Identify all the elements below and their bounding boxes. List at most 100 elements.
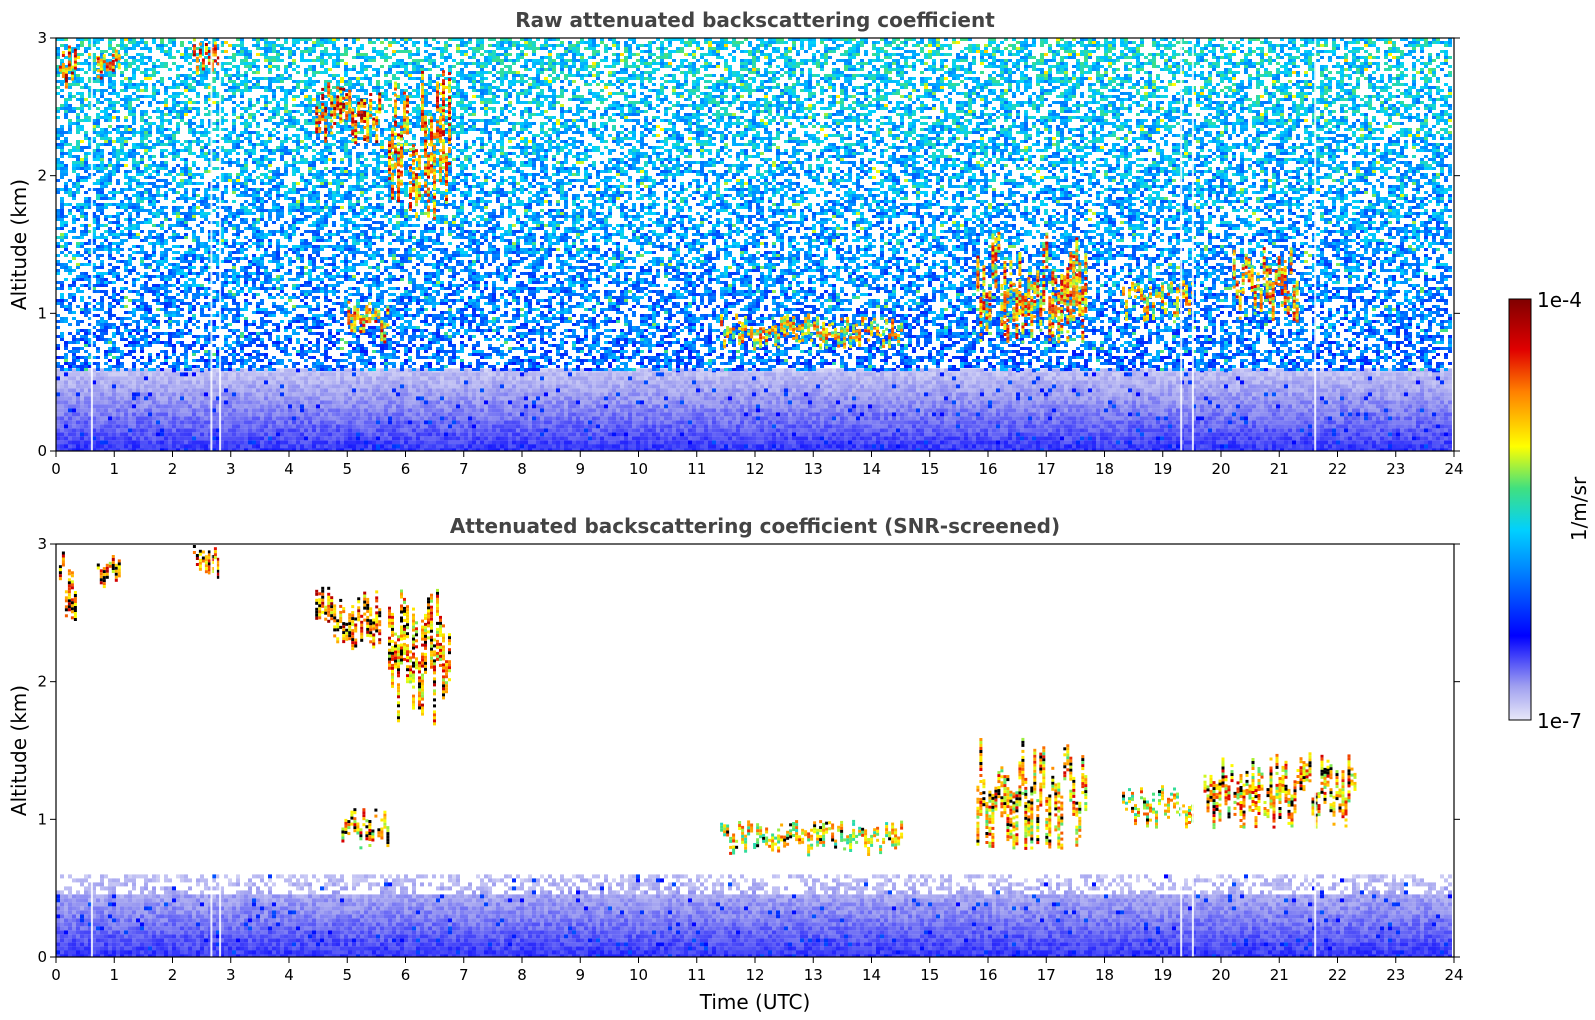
boundary-layer-cell bbox=[576, 372, 580, 376]
boundary-layer-cell bbox=[1220, 400, 1224, 404]
boundary-layer-cell bbox=[1008, 380, 1012, 384]
boundary-layer-cell bbox=[760, 392, 764, 396]
boundary-layer-cell bbox=[732, 400, 736, 404]
boundary-layer-cell bbox=[232, 392, 236, 396]
boundary-layer-cell bbox=[908, 404, 912, 408]
boundary-layer-cell bbox=[756, 380, 760, 384]
boundary-layer-cell bbox=[1144, 388, 1148, 392]
boundary-layer-cell bbox=[1008, 376, 1012, 380]
boundary-layer-cell bbox=[1328, 388, 1332, 392]
boundary-layer-cell bbox=[568, 396, 572, 400]
boundary-layer-cell bbox=[232, 380, 236, 384]
boundary-layer-cell bbox=[348, 400, 352, 404]
boundary-layer-cell bbox=[148, 400, 152, 404]
boundary-layer-cell bbox=[1176, 392, 1180, 396]
boundary-layer-cell bbox=[68, 376, 72, 380]
boundary-layer-cell bbox=[784, 372, 788, 376]
boundary-layer-cell bbox=[944, 392, 948, 396]
boundary-layer-cell bbox=[712, 380, 716, 384]
boundary-layer-cell bbox=[1332, 380, 1336, 384]
boundary-layer-cell bbox=[184, 384, 188, 388]
boundary-layer-cell bbox=[1284, 396, 1288, 400]
boundary-layer-cell bbox=[604, 380, 608, 384]
boundary-layer-cell bbox=[72, 400, 76, 404]
boundary-layer-cell bbox=[268, 380, 272, 384]
boundary-layer-cell bbox=[332, 384, 336, 388]
boundary-layer-cell bbox=[172, 392, 176, 396]
boundary-layer-cell bbox=[240, 384, 244, 388]
boundary-layer-cell bbox=[376, 392, 380, 396]
boundary-layer-cell bbox=[524, 400, 528, 404]
boundary-layer-cell bbox=[620, 388, 624, 392]
boundary-layer-cell bbox=[232, 376, 236, 380]
boundary-layer-cell bbox=[492, 384, 496, 388]
boundary-layer-cell bbox=[116, 388, 120, 392]
boundary-layer-cell bbox=[656, 388, 660, 392]
boundary-layer-cell bbox=[152, 396, 156, 400]
boundary-layer-cell bbox=[564, 396, 568, 400]
boundary-layer-cell bbox=[600, 372, 604, 376]
boundary-layer-cell bbox=[300, 368, 304, 372]
boundary-layer-cell bbox=[148, 396, 152, 400]
boundary-layer-cell bbox=[500, 404, 504, 408]
boundary-layer-cell bbox=[716, 388, 720, 392]
boundary-layer-cell bbox=[744, 392, 748, 396]
boundary-layer-cell bbox=[892, 388, 896, 392]
boundary-layer-cell bbox=[620, 380, 624, 384]
boundary-layer-cell bbox=[884, 380, 888, 384]
boundary-layer-cell bbox=[296, 380, 300, 384]
boundary-layer-cell bbox=[484, 388, 488, 392]
boundary-layer-cell bbox=[888, 400, 892, 404]
boundary-layer-cell bbox=[460, 372, 464, 376]
boundary-layer-cell bbox=[452, 372, 456, 376]
boundary-layer-cell bbox=[156, 388, 160, 392]
boundary-layer-cell bbox=[1320, 392, 1324, 396]
boundary-layer-cell bbox=[588, 388, 592, 392]
boundary-layer-cell bbox=[696, 368, 700, 372]
boundary-layer-cell bbox=[1276, 368, 1280, 372]
boundary-layer-cell bbox=[112, 404, 116, 408]
boundary-layer-cell bbox=[864, 380, 868, 384]
boundary-layer-cell bbox=[1196, 392, 1200, 396]
boundary-layer-cell bbox=[1228, 384, 1232, 388]
boundary-layer-cell bbox=[1032, 388, 1036, 392]
boundary-layer-cell bbox=[684, 400, 688, 404]
boundary-layer-cell bbox=[1400, 396, 1404, 400]
boundary-layer-cell bbox=[1376, 376, 1380, 380]
boundary-layer-cell bbox=[692, 392, 696, 396]
boundary-layer-cell bbox=[152, 380, 156, 384]
boundary-layer-cell bbox=[1292, 396, 1296, 400]
boundary-layer-cell bbox=[620, 384, 624, 388]
boundary-layer-cell bbox=[672, 376, 676, 380]
boundary-layer-cell bbox=[824, 368, 828, 372]
boundary-layer-cell bbox=[480, 368, 484, 372]
boundary-layer-cell bbox=[908, 384, 912, 388]
boundary-layer-cell bbox=[904, 376, 908, 380]
boundary-layer-cell bbox=[560, 400, 564, 404]
boundary-layer-cell bbox=[292, 380, 296, 384]
boundary-layer-cell bbox=[344, 396, 348, 400]
boundary-layer-cell bbox=[516, 388, 520, 392]
boundary-layer-cell bbox=[284, 392, 288, 396]
boundary-layer-cell bbox=[1252, 392, 1256, 396]
boundary-layer-cell bbox=[332, 372, 336, 376]
boundary-layer-cell bbox=[488, 368, 492, 372]
boundary-layer-cell bbox=[1372, 384, 1376, 388]
boundary-layer-cell bbox=[260, 380, 264, 384]
boundary-layer-cell bbox=[836, 372, 840, 376]
boundary-layer-cell bbox=[68, 380, 72, 384]
boundary-layer-cell bbox=[224, 392, 228, 396]
boundary-layer-cell bbox=[764, 384, 768, 388]
boundary-layer-cell bbox=[1260, 388, 1264, 392]
boundary-layer-cell bbox=[392, 372, 396, 376]
boundary-layer-cell bbox=[124, 384, 128, 388]
boundary-layer-cell bbox=[856, 368, 860, 372]
boundary-layer-cell bbox=[536, 396, 540, 400]
boundary-layer-cell bbox=[360, 388, 364, 392]
boundary-layer-cell bbox=[620, 396, 624, 400]
boundary-layer-cell bbox=[1100, 396, 1104, 400]
boundary-layer-cell bbox=[972, 372, 976, 376]
boundary-layer-cell bbox=[312, 376, 316, 380]
boundary-layer-cell bbox=[384, 384, 388, 388]
boundary-layer-cell bbox=[864, 396, 868, 400]
